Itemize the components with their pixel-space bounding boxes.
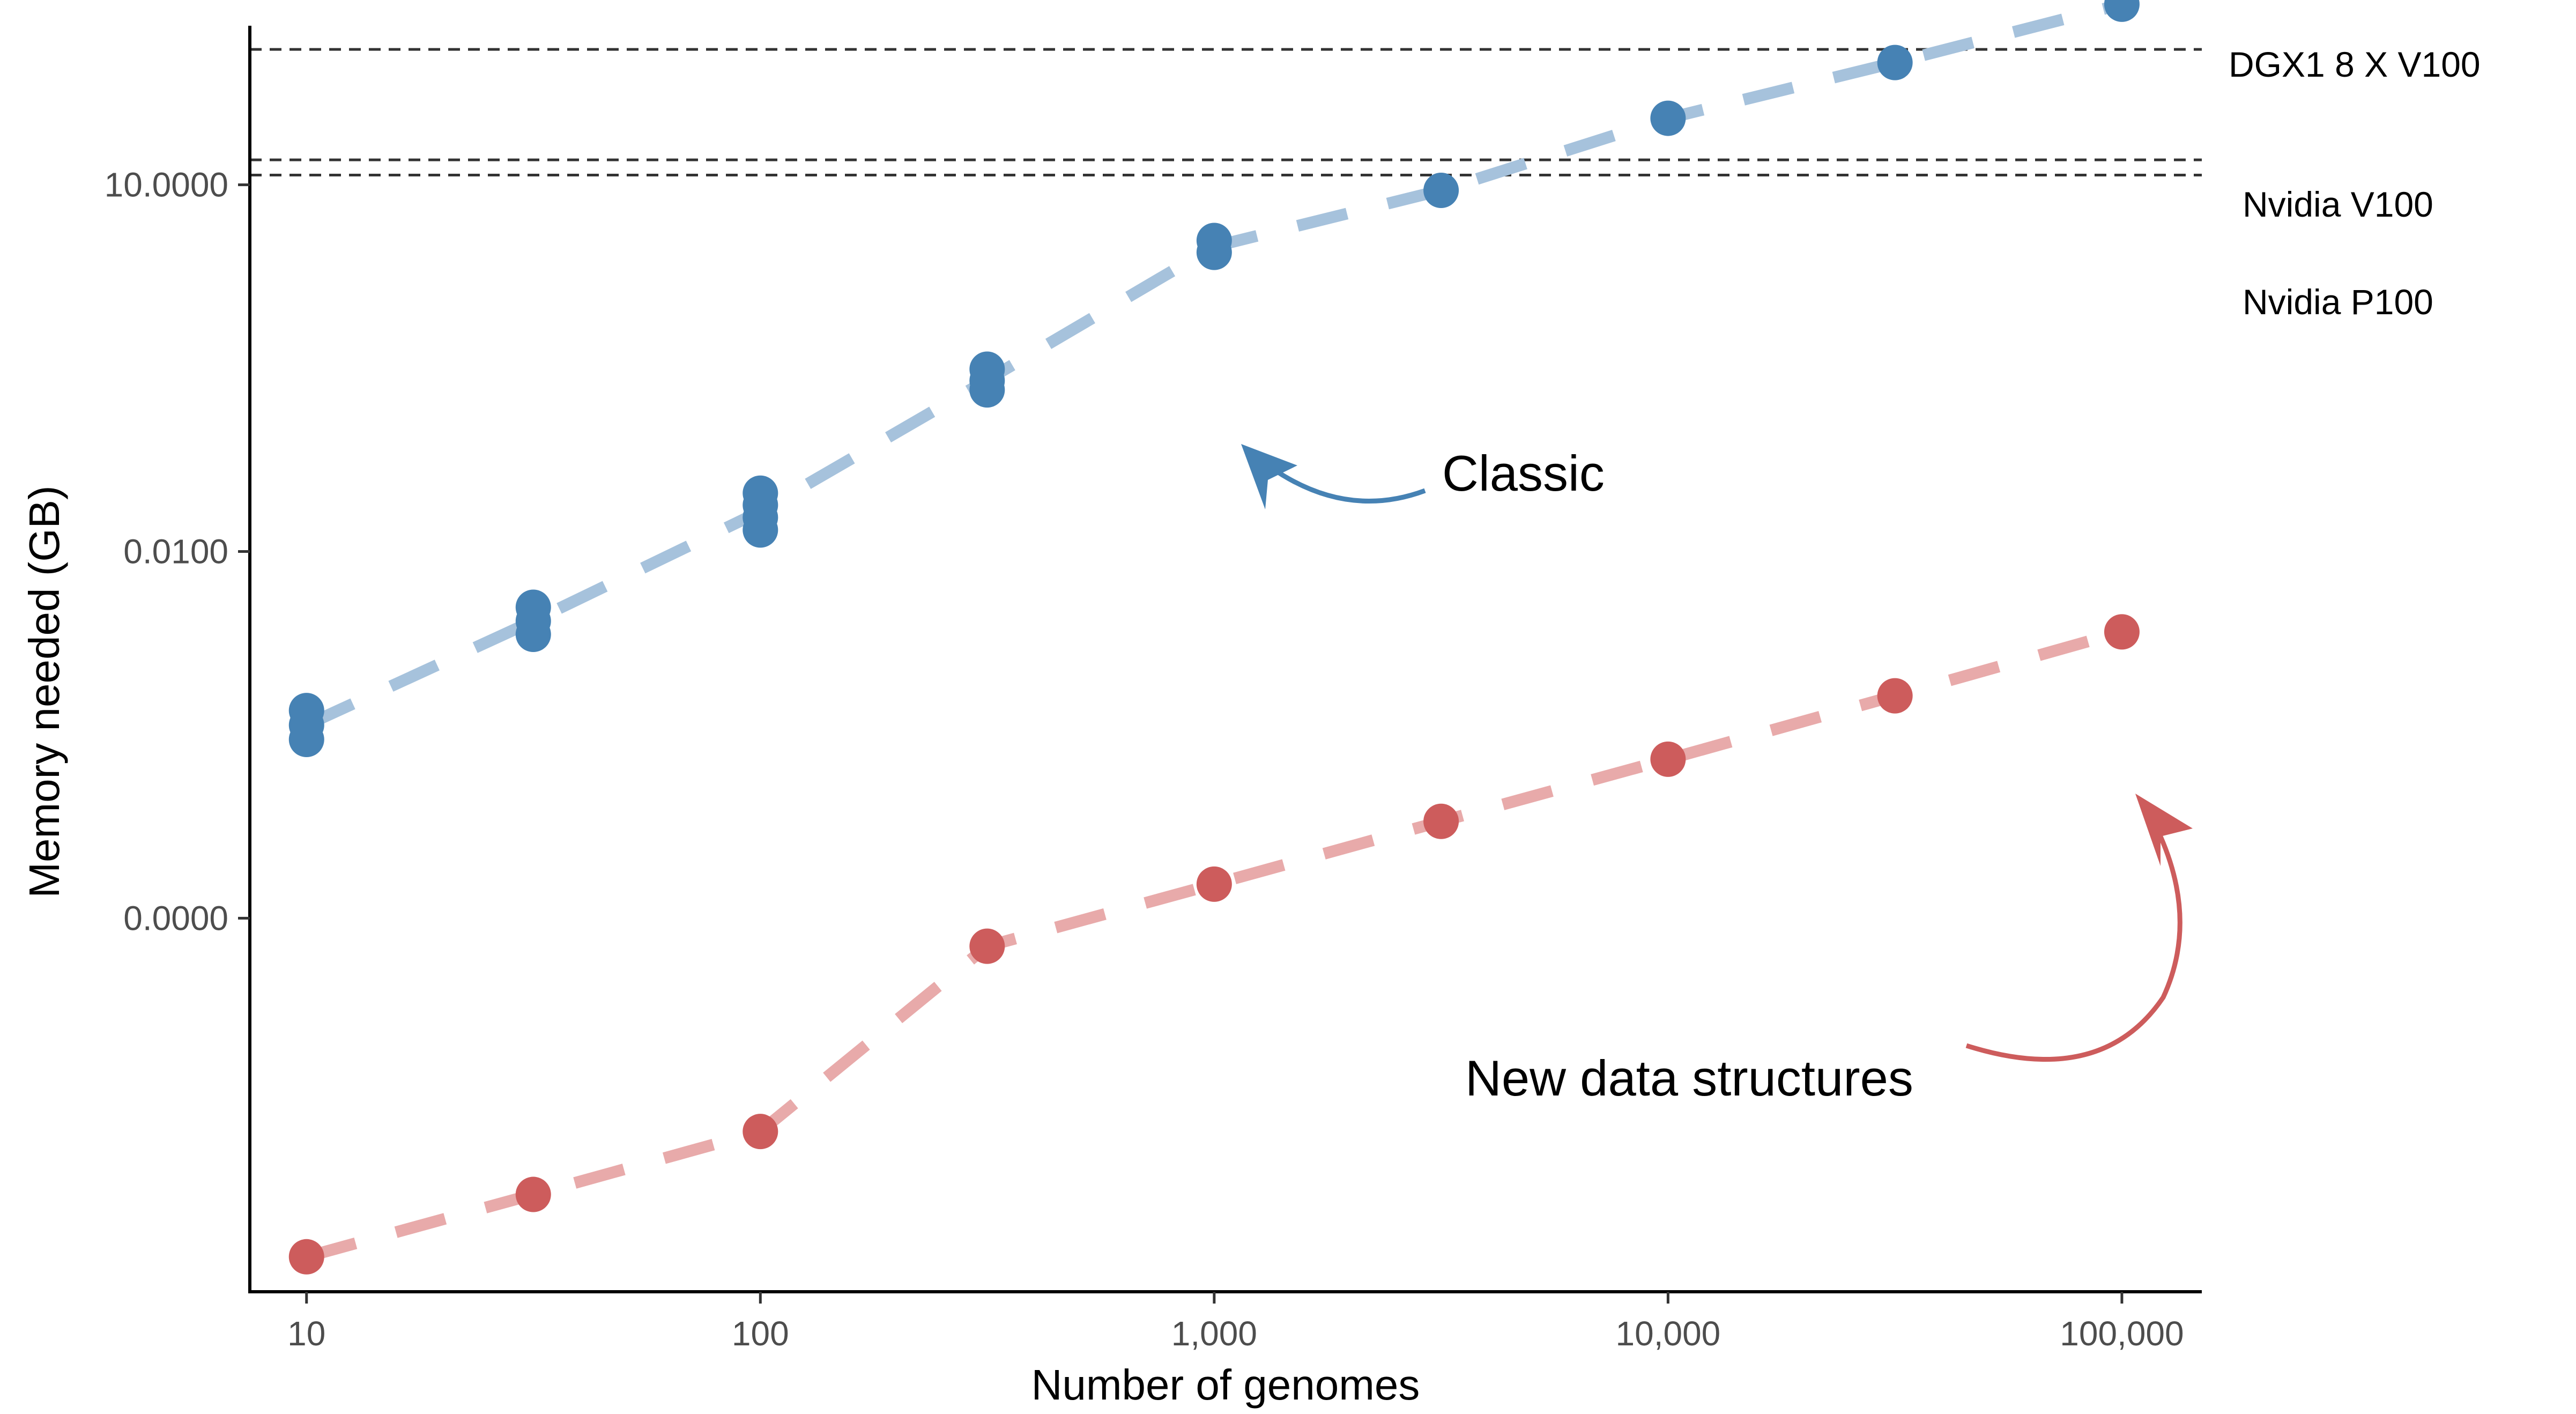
y-tick-label-0: 0.0000	[123, 899, 228, 937]
x-tick-label-3: 10,000	[1616, 1314, 1721, 1353]
new-data-structures-annotation: New data structures	[1465, 794, 2193, 1106]
series-1-point-1	[515, 1176, 551, 1212]
new-data-structures-arrow	[1965, 835, 2182, 1062]
series-0-point-9	[743, 512, 778, 548]
series-0-point-16	[1650, 100, 1686, 136]
x-tick-label-0: 10	[287, 1314, 325, 1353]
series-1-point-2	[743, 1114, 778, 1150]
p100-line-label: Nvidia P100	[2243, 282, 2433, 322]
series-1-point-6	[1650, 741, 1686, 777]
reference-lines	[250, 48, 2202, 177]
data-points	[288, 0, 2140, 1275]
classic-arrowhead	[1241, 444, 1297, 509]
classic-arrow	[1268, 464, 1426, 504]
series-1-trend-line	[305, 626, 2124, 1263]
series-0-point-15	[1423, 173, 1459, 209]
series-0-point-18	[2104, 0, 2140, 22]
series-1-point-5	[1423, 803, 1459, 839]
series-1-point-4	[1196, 866, 1232, 902]
x-tick-label-1: 100	[732, 1314, 789, 1353]
series-1-point-3	[969, 928, 1005, 964]
dgx1-line-label: DGX1 8 X V100	[2229, 45, 2481, 84]
x-tick-label-2: 1,000	[1171, 1314, 1257, 1353]
series-0-point-14	[1196, 234, 1232, 270]
series-0-point-2	[288, 722, 324, 758]
y-tick-label-2: 10.0000	[105, 166, 228, 204]
series-1-point-8	[2104, 614, 2140, 650]
classic-annotation: Classic	[1241, 444, 1605, 509]
axes	[248, 26, 2202, 1293]
new-data-structures-arrowhead	[2135, 794, 2193, 866]
x-axis-title: Number of genomes	[1031, 1361, 1420, 1409]
series-1-point-0	[288, 1239, 324, 1275]
v100-line-label: Nvidia V100	[2243, 184, 2433, 224]
y-axis-title: Memory needed (GB)	[20, 485, 68, 898]
x-tick-label-4: 100,000	[2060, 1314, 2184, 1353]
series-0-point-12	[969, 372, 1005, 408]
ticks: 10 100 1,000 10,000 100,000 0.0000 0.0100 10.00…	[105, 166, 2184, 1353]
classic-label: Classic	[1442, 445, 1605, 501]
new-data-structures-label: New data structures	[1465, 1050, 1913, 1106]
y-tick-label-1: 0.0100	[123, 532, 228, 571]
series-0-trend-line	[304, 0, 2124, 731]
series-0-point-5	[515, 617, 551, 653]
series-0-point-17	[1877, 45, 1913, 80]
series-1-point-7	[1877, 678, 1913, 714]
